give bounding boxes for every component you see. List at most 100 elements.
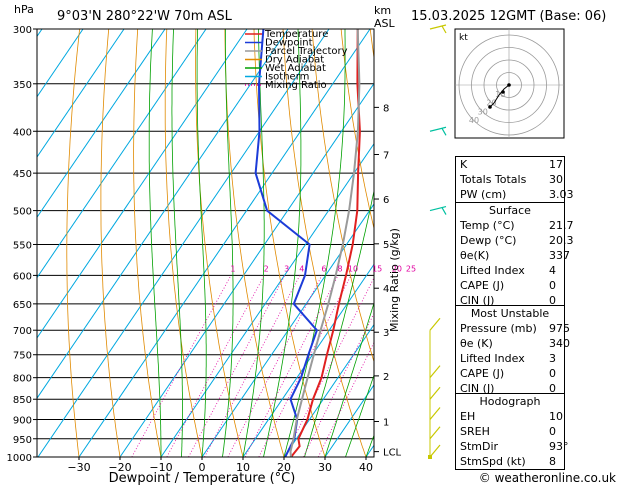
dry-adiabat [66,29,80,457]
y-tick-label: 450 [13,169,32,180]
legend-label: Isotherm [265,72,309,83]
index-value: 340 [549,337,570,350]
dry-adiabat [603,29,629,457]
dry-adiabat [282,29,367,457]
index-value: 93° [549,440,569,453]
wet-adiabat [263,29,302,457]
index-row: SREH 0 [456,424,564,439]
legend-label: Wet Adiabat [265,63,326,74]
wind-barb [429,126,447,132]
plot-frame [36,28,375,458]
wind-barb [429,206,447,212]
isotherm [283,323,374,457]
index-row: CAPE (J) 0 [456,366,564,381]
x-tick-label: 40 [359,461,373,474]
y-tick-label: 800 [13,374,32,385]
wind-barb [429,407,441,420]
hodograph-ring-label: 40 [469,116,479,125]
index-row: θe (K) 340 [456,336,570,351]
legend-label: Mixing Ratio [265,80,327,91]
dry-adiabat [311,29,374,363]
index-row: Lifted Index 3 [456,351,564,366]
index-label: CAPE (J) [460,279,505,292]
mixing-ratio-line [131,275,232,457]
index-row: StmSpd (kt) 8 [456,454,564,469]
isotherm [78,29,371,457]
index-value: 10 [549,410,563,423]
index-label: θe (K) [460,337,493,350]
legend-label: Dewpoint [265,38,313,49]
wind-barb [429,24,447,30]
dry-adiabat [574,29,629,457]
mixing-ratio-label: 15 [372,264,382,273]
wind-barb [429,426,441,440]
index-label: StmDir [460,440,499,453]
mixing-ratio-label: 2 [264,264,269,273]
series-temperature [290,29,361,457]
mixing-ratio-label: 10 [348,264,358,273]
wind-barb [429,386,441,400]
mixing-ratio-label: 4 [299,264,304,273]
x-tick-label: 10 [236,461,250,474]
location-title: 9°03'N 280°22'W 70m ASL [57,9,233,24]
legend-label: Dry Adiabat [265,55,324,66]
index-row: θe(K) 337 [456,248,570,263]
mixing-ratio-label: 6 [321,264,326,273]
mixing-ratio-label: 1 [230,264,235,273]
mixing-ratio-label: 3 [284,264,289,273]
index-row: Temp (°C) 21.7 [456,218,574,233]
mixing-ratio-line [258,275,352,457]
index-value: 337 [549,249,570,262]
surface-box: Surface Temp (°C) 21.7 Dewp (°C) 20.3 θe(K) 33… [455,202,574,309]
wet-adiabat [304,188,374,457]
mixing-ratio-line [227,275,323,457]
dry-adiabat [195,29,244,457]
index-label: EH [460,410,476,423]
index-label: CAPE (J) [460,367,505,380]
dry-adiabat [100,29,121,457]
hodograph-point [501,90,505,94]
x-axis-label: Dewpoint / Temperature (°C) [109,471,296,486]
wet-adiabat [196,29,207,457]
km-tick-label: 5 [383,240,389,251]
x-tick-label: −30 [67,461,90,474]
mixing-ratio-line [166,275,265,457]
index-label: Dewp (°C) [460,234,517,247]
dry-adiabat [224,29,285,457]
isotherm [37,29,125,158]
index-row: Lifted Index 4 [456,263,564,278]
km-tick-label: 3 [383,328,389,339]
y-tick-label: 500 [13,207,32,218]
hodograph-unit: kt [459,33,468,43]
y-tick-label: 750 [13,351,32,362]
mixing-ratio-line [204,275,301,457]
index-label: PW (cm) [460,188,507,201]
km-unit: km [374,4,391,17]
index-label: K [460,158,468,171]
wind-barb-flag [441,207,447,215]
index-section-title: Hodograph [479,395,541,408]
y-tick-label: 700 [13,326,32,337]
km-tick-label: 4 [383,284,389,295]
wind-barb [429,317,441,331]
y-tick-label: 350 [13,80,32,91]
index-section-title: Most Unstable [470,307,550,320]
hodograph-storm-marker [507,83,511,87]
wind-barbs [428,24,447,459]
x-tick-label: 0 [199,461,206,474]
index-label: Lifted Index [460,352,525,365]
isotherm [37,29,207,279]
index-label: Temp (°C) [460,219,515,232]
wind-barb [429,365,441,379]
indices-top-box: K 17 Totals Totals 30 PW (cm) 3.03 [455,156,574,203]
x-tick-label: 20 [277,461,291,474]
mixing-ratio-line [284,276,374,457]
mixing-ratio-label: 8 [338,264,343,273]
legend-label: Parcel Trajectory [265,46,348,57]
index-label: CIN (J) [460,382,495,395]
index-label: Totals Totals [460,173,527,186]
x-tick-label: −10 [149,461,172,474]
wet-adiabat [242,29,265,457]
index-row: PW (cm) 3.03 [456,187,574,202]
km-tick-label: 2 [383,372,389,383]
